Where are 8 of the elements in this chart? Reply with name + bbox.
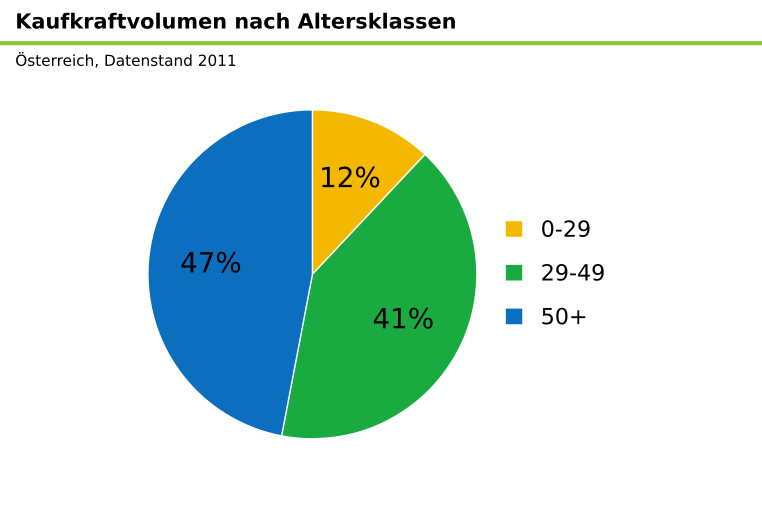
legend-label: 0-29 [542,220,590,238]
legend-label: 29-49 [542,264,604,281]
chart-subtitle: Österreich, Datenstand 2011 [16,52,236,68]
data-label: 47% [181,252,240,273]
legend-label: 50+ [542,308,586,324]
chart-title: Kaufkraftvolumen nach Altersklassen [17,12,455,29]
data-label: 12% [322,166,380,188]
data-label: 41% [374,308,433,329]
